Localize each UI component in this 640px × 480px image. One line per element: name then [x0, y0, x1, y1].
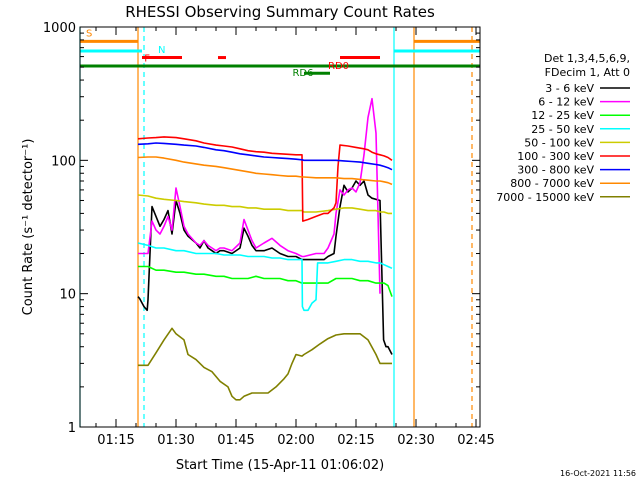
flag-bars: S NF RD0 RD6: [80, 28, 480, 79]
series-line-2: [138, 265, 393, 297]
x-axis-label: Start Time (15-Apr-11 01:06:02): [176, 458, 384, 473]
x-tick-label-4: 02:15: [337, 433, 374, 448]
legend-label-6: 300 - 800 keV: [517, 164, 594, 177]
flag-label-s: S: [86, 28, 92, 39]
series-line-1: [138, 97, 381, 294]
legend-label-7: 800 - 7000 keV: [510, 177, 594, 190]
legend-label-4: 50 - 100 keV: [524, 136, 594, 149]
series-line-6: [137, 142, 393, 171]
x-tick-label-6: 02:45: [457, 433, 494, 448]
series-lines: [137, 97, 393, 401]
series-line-3: [137, 242, 393, 312]
series-line-8: [138, 327, 392, 401]
legend-label-0: 3 - 6 keV: [545, 82, 594, 95]
chart-title: RHESSI Observing Summary Count Rates: [125, 3, 435, 21]
legend-label-8: 7000 - 15000 keV: [496, 191, 594, 204]
series-line-5: [137, 136, 393, 222]
flag-label-n: N: [158, 45, 165, 56]
y-tick-label-0: 1: [68, 421, 76, 436]
series-line-7: [137, 156, 393, 186]
x-tick-label-2: 01:45: [217, 433, 254, 448]
y-axis-label: Count Rate (s⁻¹ detector⁻¹): [21, 139, 36, 316]
legend: Det 1,3,4,5,6,9,FDecim 1, Att 0 3 - 6 keV…: [496, 52, 630, 204]
x-tick-label-1: 01:30: [157, 433, 194, 448]
legend-header-0: Det 1,3,4,5,6,9,: [544, 52, 630, 65]
legend-label-5: 100 - 300 keV: [517, 150, 594, 163]
x-axis-ticks: 01:15 01:30 01:45 02:00 02:15 02:30 02:45: [95, 27, 495, 448]
legend-label-3: 25 - 50 keV: [531, 123, 594, 136]
series-line-0: [137, 180, 393, 355]
legend-header-1: FDecim 1, Att 0: [545, 66, 630, 79]
y-axis-ticks: 1 10 100 1000: [43, 21, 480, 436]
legend-label-1: 6 - 12 keV: [538, 96, 594, 109]
x-tick-label-5: 02:30: [397, 433, 434, 448]
flag-label-f: F: [144, 54, 150, 65]
y-tick-label-2: 100: [51, 154, 76, 169]
timestamp: 16-Oct-2021 11:56: [560, 469, 636, 478]
x-tick-label-3: 02:00: [277, 433, 314, 448]
series-line-4: [137, 194, 392, 215]
x-tick-label-0: 01:15: [97, 433, 134, 448]
y-tick-label-3: 1000: [43, 21, 76, 36]
y-tick-label-1: 10: [59, 288, 76, 303]
flag-label-rd6: RD6: [292, 68, 313, 79]
flag-label-rd0: RD0: [328, 61, 349, 72]
legend-label-2: 12 - 25 keV: [531, 109, 594, 122]
plot-frame: [79, 26, 481, 428]
